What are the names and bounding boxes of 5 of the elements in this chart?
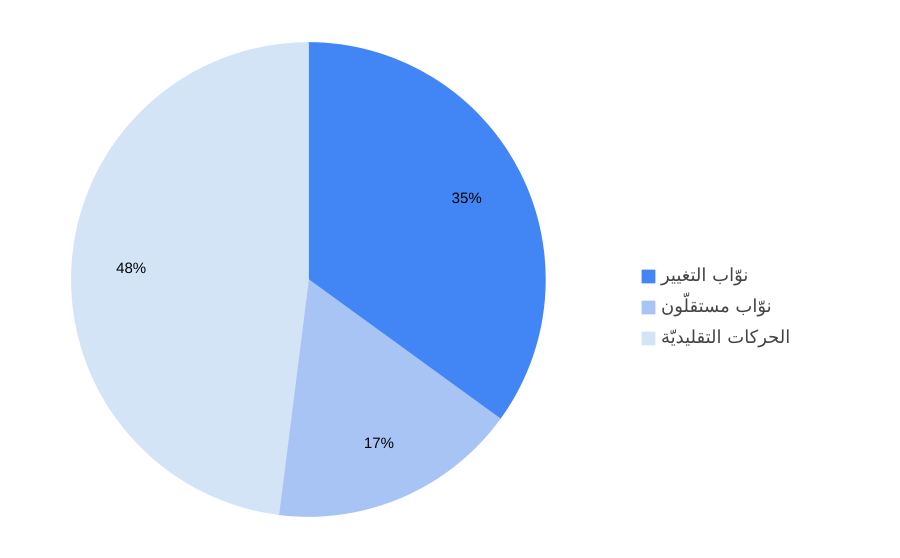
data-label: 17% [364, 435, 394, 452]
data-label: 35% [452, 190, 482, 207]
data-label: 48% [116, 260, 146, 277]
legend-label: الحركات التقليديّة [661, 327, 790, 348]
legend-label: نوّاب التغيير [661, 265, 748, 286]
